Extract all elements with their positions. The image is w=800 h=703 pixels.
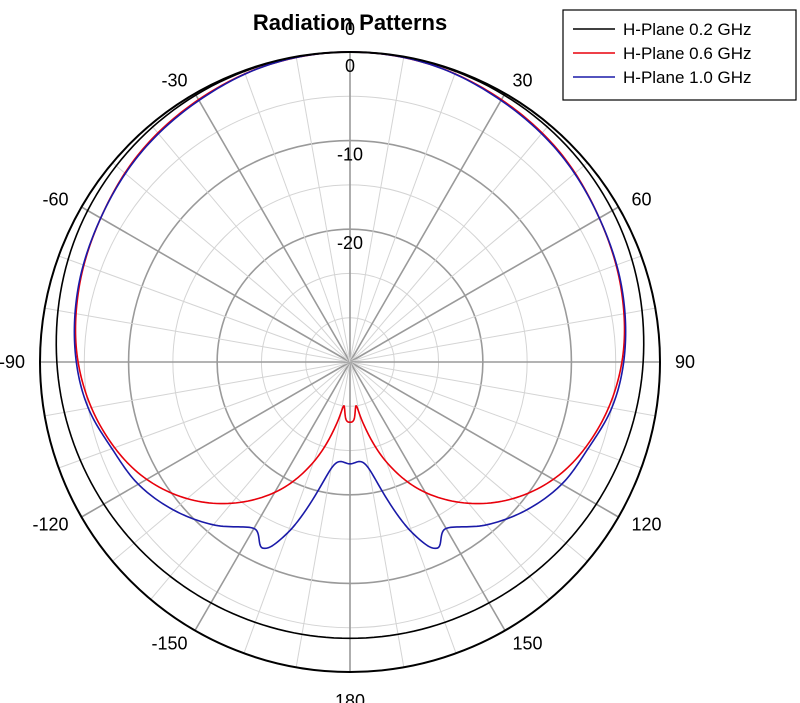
radial-tick-label: -20 [337,233,363,253]
outer-circle [39,51,661,673]
grid-spoke-major [349,206,619,363]
angle-tick-label: -150 [151,633,187,653]
grid-spoke-minor [349,124,550,363]
legend-entry: H-Plane 1.0 GHz [623,68,752,87]
polar-grid [40,52,660,672]
chart-title: Radiation Patterns [253,10,447,35]
angle-tick-label: 90 [675,352,695,372]
grid-spoke-minor [150,361,351,600]
grid-spoke-major [81,361,351,518]
series-line-1 [55,51,645,640]
radial-tick-label: -10 [337,145,363,165]
series-line-3 [73,51,627,550]
grid-spoke-minor [243,361,351,654]
series-line-2 [74,51,626,505]
angle-tick-label: -60 [43,190,69,210]
radial-tick-label: 0 [345,56,355,76]
grid-spoke-major [194,361,351,631]
grid-spoke-minor [349,361,642,469]
grid-spoke-minor [243,70,351,363]
grid-spoke-minor [58,255,351,363]
grid-spoke-minor [349,307,656,363]
angle-tick-label: -30 [161,71,187,91]
angle-tick-label: 150 [513,633,543,653]
grid-spoke-minor [349,56,405,363]
angle-tick-label: 180 [335,691,365,703]
grid-spoke-minor [349,361,457,654]
grid-spoke-minor [112,162,351,363]
angle-tick-label: 120 [631,515,661,535]
grid-spoke-minor [349,361,550,600]
grid-spoke-major [349,361,506,631]
grid-spoke-major [349,93,506,363]
grid-spoke-minor [349,361,656,417]
grid-spoke-major [81,206,351,363]
legend-entry: H-Plane 0.2 GHz [623,20,752,39]
grid-spoke-minor [112,361,351,562]
grid-spoke-minor [150,124,351,363]
grid-spoke-minor [349,70,457,363]
grid-spoke-minor [44,361,351,417]
grid-spoke-minor [295,56,351,363]
grid-spoke-minor [58,361,351,469]
angle-tick-label: 60 [631,190,651,210]
grid-spoke-minor [349,255,642,363]
legend-entry: H-Plane 0.6 GHz [623,44,752,63]
angle-tick-label: -90 [0,352,25,372]
outer-circle-layer [39,51,661,673]
grid-spoke-minor [349,162,588,363]
legend-box [562,9,797,101]
axis-labels: -20 -10 0 0 30 60 90 120 150 180 -150 -120 -90 -60 -30 [0,19,695,703]
grid-spoke-major [194,93,351,363]
grid-spoke-minor [349,361,588,562]
angle-tick-label: 0 [345,19,355,39]
grid-spoke-minor [44,307,351,363]
angle-tick-label: 30 [513,71,533,91]
grid-spoke-major [349,361,619,518]
angle-tick-label: -120 [33,515,69,535]
series-layer [55,51,645,640]
legend: H-Plane 0.2 GHz H-Plane 0.6 GHz H-Plane 1.… [562,9,797,101]
